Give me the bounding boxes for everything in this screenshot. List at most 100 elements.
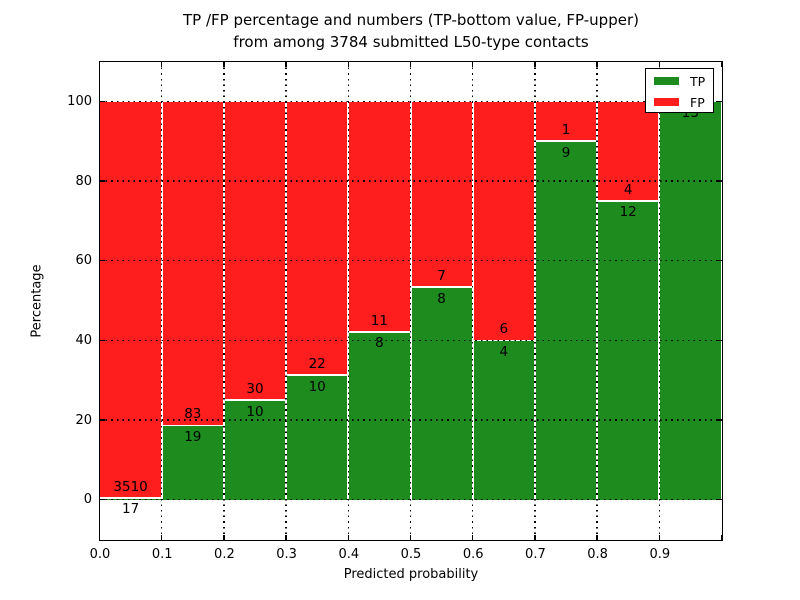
x-tick-mark	[347, 61, 350, 67]
bar-segment-tp	[534, 141, 598, 500]
fp-count-label: 3510	[113, 478, 148, 495]
tp-count-label: 12	[619, 204, 637, 221]
bar-segment-fp	[348, 101, 411, 332]
bar-segment-tp	[161, 425, 224, 500]
y-tick-label: 100	[67, 93, 92, 109]
y-tick-label: 80	[75, 173, 92, 189]
tp-count-label: 8	[375, 335, 384, 352]
fp-count-label: 4	[623, 181, 633, 198]
tp-count-label: 17	[122, 501, 140, 518]
x-axis-label: Predicted probability	[343, 567, 479, 582]
x-tick-mark	[160, 61, 163, 67]
x-tick-label: 0.3	[276, 547, 297, 562]
bar-segment-tp	[348, 331, 411, 500]
gridline-horizontal	[99, 100, 722, 103]
fp-color-swatch	[654, 98, 679, 106]
bar-edge	[99, 497, 162, 499]
legend-label-tp: TP	[690, 73, 706, 89]
x-tick-label: 0.1	[151, 547, 173, 562]
y-tick-label: 0	[83, 492, 92, 508]
y-tick-label: 20	[75, 412, 92, 428]
bar-segment-fp	[99, 101, 162, 498]
chart-title: TP /FP percentage and numbers (TP-bottom…	[100, 10, 722, 53]
x-tick-mark	[658, 61, 661, 67]
x-tick-mark	[720, 534, 723, 540]
bar-edge	[161, 424, 224, 427]
tp-count-label: 4	[499, 343, 509, 360]
gridline-horizontal	[99, 259, 722, 262]
bar-segment-tp	[597, 200, 660, 500]
tp-count-label: 8	[437, 290, 446, 307]
x-tick-mark	[98, 534, 101, 540]
fp-count-label: 7	[437, 268, 446, 285]
x-tick-mark	[98, 61, 101, 67]
gridline-vertical	[285, 61, 287, 540]
y-tick-mark	[716, 259, 722, 262]
x-tick-label: 0.0	[89, 547, 111, 562]
gridline-vertical	[658, 61, 661, 540]
legend: TP FP	[645, 68, 714, 113]
x-tick-mark	[285, 61, 287, 67]
legend-item-fp: FP	[646, 93, 713, 111]
bar-edge	[597, 200, 660, 202]
x-tick-label: 0.2	[214, 547, 235, 562]
chart-title-line2: from among 3784 submitted L50-type conta…	[233, 32, 589, 51]
y-tick-mark	[99, 180, 105, 182]
x-tick-label: 0.9	[649, 547, 671, 562]
x-tick-mark	[534, 61, 536, 67]
chart-title-line1: TP /FP percentage and numbers (TP-bottom…	[183, 11, 639, 29]
x-tick-mark	[596, 61, 598, 67]
bar-edge	[223, 399, 287, 401]
x-tick-label: 0.4	[338, 547, 360, 562]
x-tick-mark	[160, 534, 163, 540]
y-tick-mark	[99, 100, 105, 103]
x-tick-mark	[596, 534, 598, 540]
gridline-vertical	[471, 61, 474, 540]
y-tick-mark	[716, 180, 722, 182]
gridline-horizontal	[99, 180, 722, 182]
bar-segment-tp	[223, 400, 287, 500]
bar-segment-fp	[410, 101, 473, 288]
bar-segment-fp	[161, 101, 224, 426]
fp-count-label: 83	[184, 406, 202, 423]
x-tick-mark	[223, 61, 225, 67]
gridline-vertical	[409, 61, 412, 540]
y-tick-mark	[716, 339, 722, 342]
x-tick-mark	[223, 534, 225, 540]
bar-segment-fp	[472, 101, 535, 341]
y-tick-mark	[716, 419, 722, 421]
gridline-vertical	[160, 61, 163, 540]
x-tick-mark	[347, 534, 350, 540]
bar-segment-fp	[223, 101, 287, 401]
x-tick-mark	[534, 534, 536, 540]
x-tick-label: 0.5	[400, 547, 422, 562]
gridline-horizontal	[99, 498, 722, 501]
legend-label-fp: FP	[690, 94, 705, 110]
y-tick-mark	[99, 259, 105, 262]
tp-count-label: 10	[308, 378, 326, 395]
fp-count-label: 11	[370, 312, 388, 329]
gridline-horizontal	[99, 339, 722, 342]
x-tick-mark	[658, 534, 661, 540]
y-tick-mark	[716, 498, 722, 501]
bar-segment-fp	[286, 101, 349, 376]
bar-edge	[348, 331, 411, 333]
gridline-vertical	[534, 61, 536, 540]
fp-count-label: 30	[246, 381, 264, 398]
bar-segment-fp	[597, 101, 660, 201]
gridline-vertical	[347, 61, 350, 540]
gridline-horizontal	[99, 419, 722, 421]
y-tick-mark	[99, 498, 105, 501]
y-axis-label: Percentage	[29, 264, 45, 338]
bar-edge	[410, 286, 473, 288]
tp-color-swatch	[654, 77, 679, 85]
bar-segment-fp	[534, 101, 598, 142]
y-tick-mark	[716, 100, 722, 103]
gridline-vertical	[596, 61, 598, 540]
x-tick-mark	[409, 61, 412, 67]
x-tick-label: 0.7	[525, 547, 546, 562]
bar-segment-tp	[286, 375, 349, 500]
bar-segment-tp	[99, 497, 162, 500]
x-tick-mark	[471, 61, 474, 67]
